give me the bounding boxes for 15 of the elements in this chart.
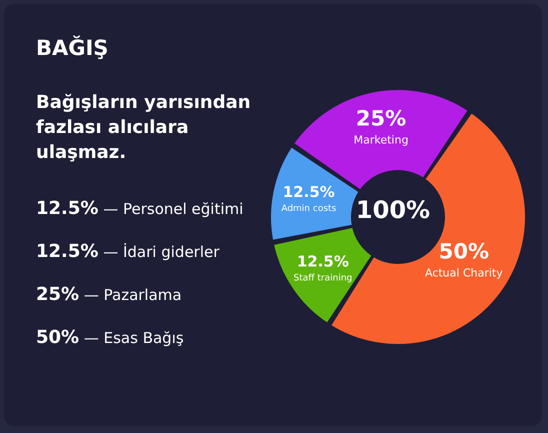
slice-label: Admin costs xyxy=(281,204,337,214)
data-label: 25% xyxy=(356,106,406,131)
slice-label: Staff training xyxy=(294,273,352,284)
data-label: 12.5% xyxy=(296,252,349,270)
slice-label: Marketing xyxy=(354,134,408,147)
text: 12.5% — İdari giderler xyxy=(36,241,220,262)
text: 50% — Esas Bağış xyxy=(36,327,184,348)
text: BAĞIŞ xyxy=(36,36,108,60)
text: 25% — Pazarlama xyxy=(36,284,182,305)
text: 100% xyxy=(354,196,432,224)
slice-label: Actual Charity xyxy=(424,266,504,280)
data-label: 50% xyxy=(438,240,490,264)
data-label: 12.5% xyxy=(282,183,335,202)
text: 12.5% — Personel eğitimi xyxy=(36,198,244,219)
text: Bağışların yarısından fazlası alıcılara ulaşmaz. xyxy=(36,91,252,165)
